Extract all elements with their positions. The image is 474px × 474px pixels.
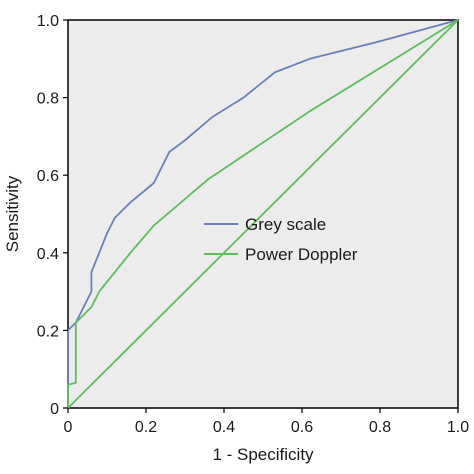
legend-label: Grey scale: [245, 215, 326, 234]
y-tick-label: 0.4: [37, 246, 59, 263]
x-tick-label: 0.8: [369, 419, 391, 436]
x-tick-label: 0.4: [213, 419, 235, 436]
x-tick-label: 0.2: [135, 419, 157, 436]
y-tick-label: 0.6: [37, 168, 59, 185]
series-line-power-doppler: [67, 19, 459, 408]
axes-layer: 0 0.2 0.4 0.6 0.8 1.0 0 0.2 0.4 0.6 0.8 1.0: [37, 13, 469, 436]
legend-label: Power Doppler: [245, 245, 358, 264]
y-tick-label: 0: [50, 401, 59, 418]
legend: Grey scale Power Doppler: [204, 215, 358, 264]
x-tick-label: 1.0: [447, 419, 469, 436]
x-tick-label: 0.6: [291, 419, 313, 436]
y-axis-title: Sensitivity: [3, 175, 22, 252]
y-tick-label: 0.2: [37, 323, 59, 340]
series-line-reference: [67, 19, 459, 409]
y-tick-label: 0.8: [37, 91, 59, 108]
x-axis-title: 1 - Specificity: [212, 445, 314, 464]
x-tick-label: 0: [64, 419, 73, 436]
series-line-grey-scale: [67, 19, 459, 408]
y-tick-label: 1.0: [37, 13, 59, 30]
series-layer: [67, 19, 459, 409]
